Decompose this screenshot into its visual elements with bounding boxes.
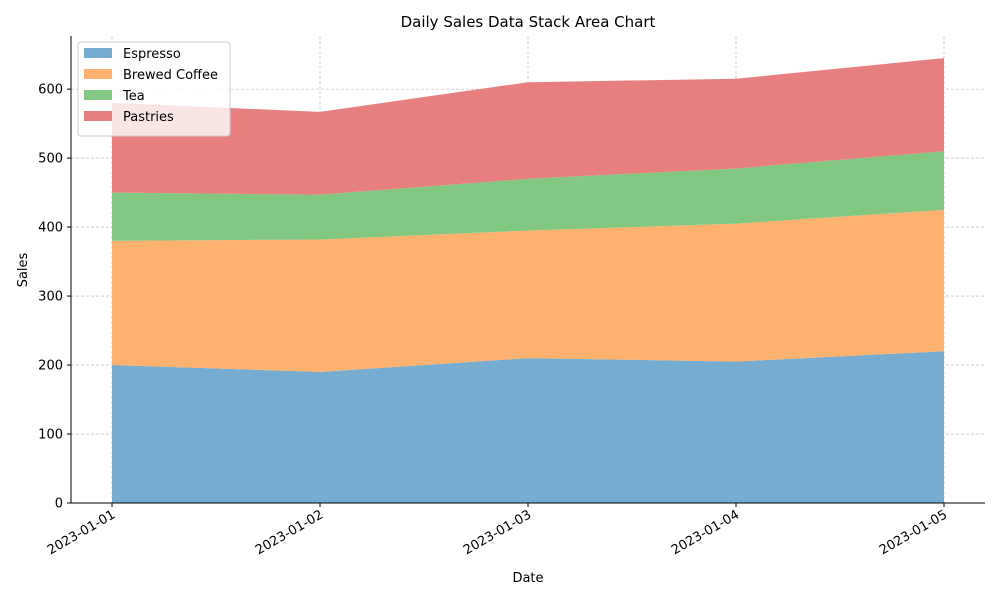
y-tick-label: 200 [38, 359, 63, 374]
area-series [112, 58, 944, 503]
legend-swatch [84, 90, 112, 100]
area-brewed-coffee [112, 209, 944, 372]
axes [67, 36, 985, 507]
area-espresso [112, 351, 944, 503]
y-tick-label: 600 [38, 83, 63, 98]
y-tick-label: 300 [38, 290, 63, 305]
legend-swatch [84, 69, 112, 79]
area-pastries [112, 58, 944, 195]
legend-entry: Espresso [123, 47, 181, 62]
y-tick-label: 400 [38, 221, 63, 236]
x-tick-label: 2023-01-01 [45, 507, 118, 558]
legend-entry: Pastries [123, 110, 174, 125]
area-tea [112, 151, 944, 241]
legend: Espresso Brewed Coffee Tea Pastries [77, 41, 231, 137]
legend-entry: Brewed Coffee [123, 68, 218, 83]
y-tick-label: 500 [38, 152, 63, 167]
legend-box [77, 41, 231, 137]
x-tick-label: 2023-01-03 [461, 507, 534, 558]
y-tick-label: 100 [38, 428, 63, 443]
y-tick-label: 0 [55, 497, 63, 512]
x-axis-label: Date [512, 571, 543, 586]
x-tick-label: 2023-01-05 [877, 507, 950, 558]
legend-swatch [84, 48, 112, 58]
chart-title: Daily Sales Data Stack Area Chart [401, 13, 656, 31]
legend-entry: Tea [122, 89, 145, 104]
y-axis-label: Sales [16, 252, 31, 287]
x-tick-label: 2023-01-02 [253, 507, 326, 558]
legend-swatch [84, 111, 112, 121]
x-tick-label: 2023-01-04 [669, 507, 742, 558]
